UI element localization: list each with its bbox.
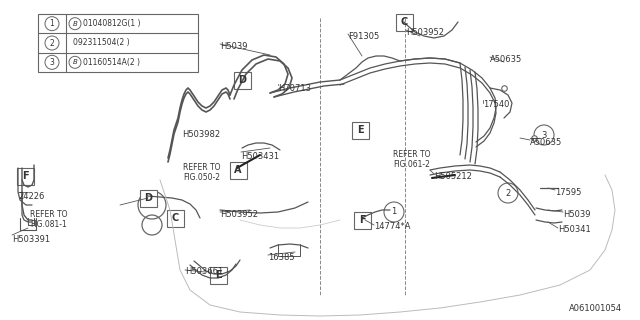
- Text: REFER TO: REFER TO: [30, 210, 67, 219]
- Text: F: F: [22, 171, 28, 181]
- Text: REFER TO: REFER TO: [393, 150, 431, 159]
- FancyBboxPatch shape: [230, 162, 246, 179]
- Text: D: D: [144, 193, 152, 203]
- Text: 092311504(2 ): 092311504(2 ): [73, 38, 130, 47]
- Text: H505212: H505212: [434, 172, 472, 181]
- FancyBboxPatch shape: [351, 122, 369, 139]
- Text: C: C: [401, 17, 408, 27]
- Text: B: B: [72, 21, 77, 27]
- Text: H5039: H5039: [220, 42, 248, 51]
- FancyBboxPatch shape: [396, 13, 413, 30]
- Text: E: E: [214, 270, 221, 280]
- Text: F: F: [358, 215, 365, 225]
- Text: A50635: A50635: [490, 55, 522, 64]
- Text: 3: 3: [49, 58, 54, 67]
- Text: A50635: A50635: [530, 138, 563, 147]
- Text: B: B: [72, 59, 77, 65]
- Text: 1: 1: [50, 19, 54, 28]
- Text: H503982: H503982: [182, 130, 220, 139]
- Text: H503661: H503661: [185, 267, 223, 276]
- FancyBboxPatch shape: [234, 71, 250, 89]
- Text: H50341: H50341: [558, 225, 591, 234]
- Text: FIG.050-2: FIG.050-2: [183, 173, 220, 182]
- Text: FIG.081-1: FIG.081-1: [30, 220, 67, 229]
- FancyBboxPatch shape: [140, 189, 157, 206]
- Text: C: C: [172, 213, 179, 223]
- Text: 3: 3: [541, 131, 547, 140]
- Text: E: E: [356, 125, 364, 135]
- FancyBboxPatch shape: [17, 167, 33, 185]
- Text: H503952: H503952: [406, 28, 444, 37]
- Text: 1: 1: [392, 207, 397, 217]
- FancyBboxPatch shape: [209, 267, 227, 284]
- Text: H503952: H503952: [220, 210, 258, 219]
- FancyBboxPatch shape: [166, 210, 184, 227]
- Text: 17540: 17540: [483, 100, 509, 109]
- Text: H5039: H5039: [563, 210, 591, 219]
- Text: 01160514A(2 ): 01160514A(2 ): [83, 58, 140, 67]
- Text: D: D: [238, 75, 246, 85]
- Text: F91305: F91305: [348, 32, 380, 41]
- Text: 24226: 24226: [18, 192, 44, 201]
- Text: H70713: H70713: [278, 84, 311, 93]
- Text: 17595: 17595: [555, 188, 581, 197]
- Text: 16385: 16385: [268, 253, 294, 262]
- Text: A061001054: A061001054: [569, 304, 622, 313]
- Bar: [38, 14, 198, 72]
- Text: H503431: H503431: [241, 152, 279, 161]
- FancyBboxPatch shape: [353, 212, 371, 228]
- Text: 2: 2: [50, 38, 54, 47]
- Text: H503391: H503391: [12, 235, 50, 244]
- Text: FIG.061-2: FIG.061-2: [393, 160, 430, 169]
- Text: REFER TO: REFER TO: [183, 163, 221, 172]
- Text: 14774*A: 14774*A: [374, 222, 410, 231]
- Text: A: A: [234, 165, 242, 175]
- Text: 01040812G(1 ): 01040812G(1 ): [83, 19, 141, 28]
- Text: 2: 2: [506, 188, 511, 197]
